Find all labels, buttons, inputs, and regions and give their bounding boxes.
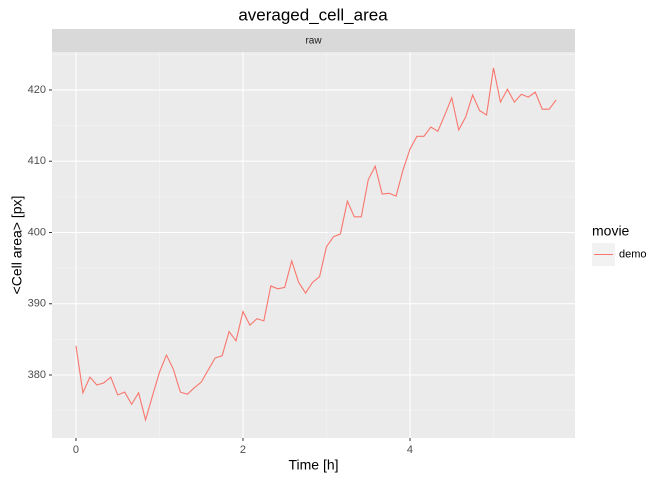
strip: [52, 29, 575, 52]
line: [75, 67, 557, 422]
strip-label: raw: [305, 36, 322, 47]
legend-label: demo: [619, 248, 647, 260]
x-axis-label: Time [h]: [288, 457, 338, 473]
y-tick-label: 390: [28, 298, 46, 310]
y-tick-label: 380: [28, 369, 46, 381]
x-tick-label: 4: [407, 444, 413, 456]
x-tick-label: 2: [240, 444, 246, 456]
legend-title: movie: [592, 223, 630, 239]
y-tick-label: 420: [28, 84, 46, 96]
x-tick-label: 0: [73, 444, 79, 456]
y-tick-label: 400: [28, 226, 46, 238]
chart-title: averaged_cell_area: [238, 5, 388, 24]
panel: [52, 52, 575, 438]
y-tick-label: 410: [28, 155, 46, 167]
y-axis-label: <Cell area> [px]: [9, 196, 25, 295]
